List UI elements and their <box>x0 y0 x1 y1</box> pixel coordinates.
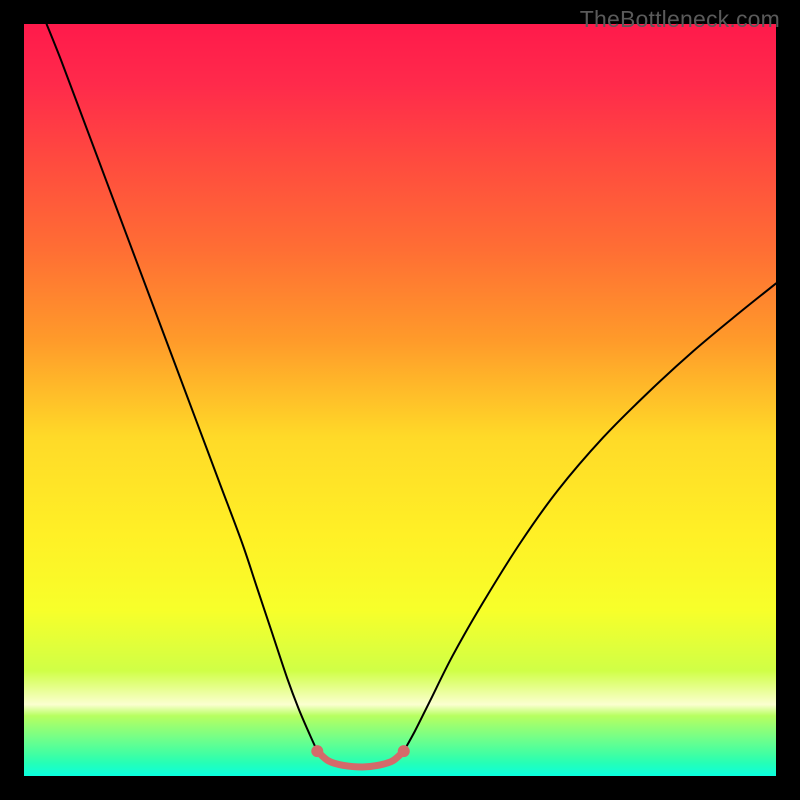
curve-overlay <box>24 24 776 776</box>
right-bottleneck-curve <box>404 283 776 751</box>
bottom-highlight-segment <box>317 751 403 767</box>
highlight-dot-left <box>311 745 323 757</box>
highlight-dot-right <box>398 745 410 757</box>
stage: TheBottleneck.com <box>0 0 800 800</box>
watermark-text: TheBottleneck.com <box>580 6 780 33</box>
left-bottleneck-curve <box>47 24 318 751</box>
bottleneck-chart <box>24 24 776 776</box>
